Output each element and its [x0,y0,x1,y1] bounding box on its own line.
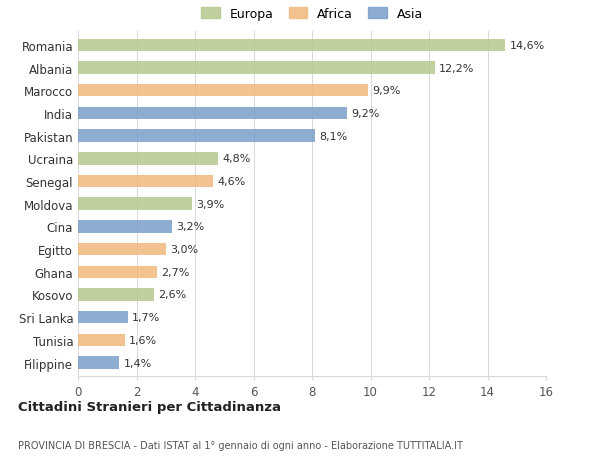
Text: 1,7%: 1,7% [132,313,160,323]
Bar [78,39,505,52]
Text: 3,9%: 3,9% [196,199,225,209]
Bar [78,243,166,256]
Text: 3,2%: 3,2% [176,222,204,232]
Bar [78,334,125,347]
Bar [78,85,368,97]
Text: 2,6%: 2,6% [158,290,187,300]
Bar [78,198,192,211]
Bar [78,266,157,279]
Text: 9,9%: 9,9% [372,86,400,96]
Text: 4,8%: 4,8% [223,154,251,164]
Text: 9,2%: 9,2% [352,109,380,119]
Legend: Europa, Africa, Asia: Europa, Africa, Asia [197,4,427,24]
Bar [78,62,435,75]
Text: 12,2%: 12,2% [439,63,475,73]
Bar [78,130,315,143]
Text: 1,4%: 1,4% [124,358,152,368]
Bar [78,357,119,369]
Text: PROVINCIA DI BRESCIA - Dati ISTAT al 1° gennaio di ogni anno - Elaborazione TUTT: PROVINCIA DI BRESCIA - Dati ISTAT al 1° … [18,440,463,450]
Text: 14,6%: 14,6% [509,41,545,50]
Bar [78,221,172,233]
Bar [78,289,154,301]
Text: 2,7%: 2,7% [161,267,190,277]
Bar [78,175,212,188]
Bar [78,153,218,165]
Text: 8,1%: 8,1% [319,131,347,141]
Text: Cittadini Stranieri per Cittadinanza: Cittadini Stranieri per Cittadinanza [18,400,281,413]
Bar [78,311,128,324]
Text: 1,6%: 1,6% [129,335,157,345]
Text: 4,6%: 4,6% [217,177,245,187]
Text: 3,0%: 3,0% [170,245,198,255]
Bar [78,107,347,120]
